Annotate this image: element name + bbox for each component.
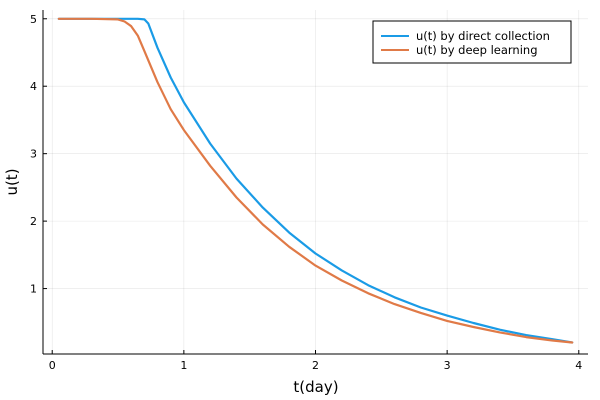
grid <box>43 10 588 354</box>
y-tick-label: 3 <box>30 148 37 161</box>
legend-label-deep-learning: u(t) by deep learning <box>416 43 538 57</box>
x-tick-label: 4 <box>575 359 582 372</box>
legend-box <box>372 20 572 64</box>
x-tick-label: 2 <box>312 359 319 372</box>
y-tick-label: 1 <box>30 283 37 296</box>
x-tick-label: 0 <box>49 359 56 372</box>
legend: u(t) by direct collection u(t) by deep l… <box>372 20 572 64</box>
y-axis-label: u(t) <box>3 168 21 195</box>
series-lines <box>57 17 574 344</box>
series-line-0 <box>57 17 574 344</box>
y-tick-label: 5 <box>30 13 37 26</box>
ticks: 0 1 2 3 4 1 2 3 4 5 <box>30 13 582 372</box>
legend-label-direct-collection: u(t) by direct collection <box>416 29 550 43</box>
y-tick-label: 2 <box>30 215 37 228</box>
series-line-1 <box>57 17 574 344</box>
y-tick-label: 4 <box>30 80 37 93</box>
x-tick-label: 1 <box>180 359 187 372</box>
x-axis-label: t(day) <box>293 378 338 396</box>
x-tick-label: 3 <box>444 359 451 372</box>
